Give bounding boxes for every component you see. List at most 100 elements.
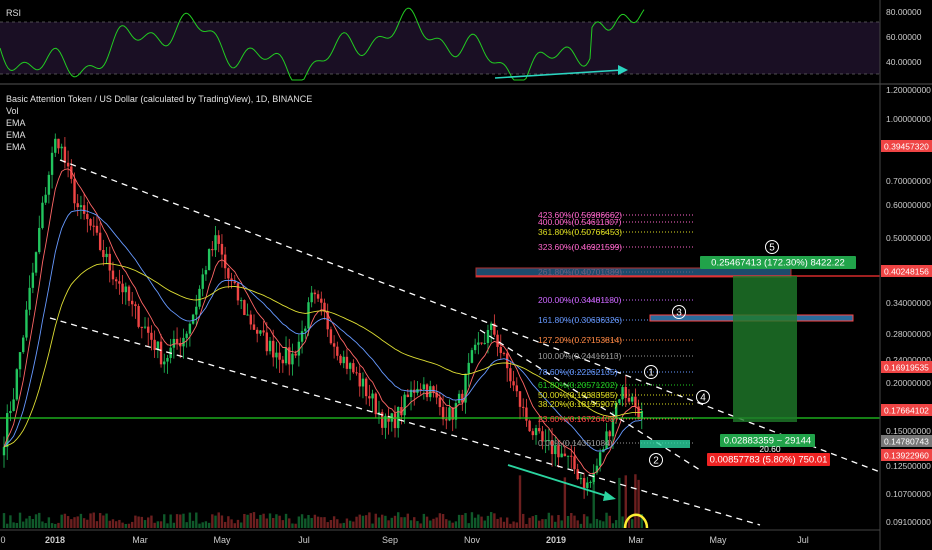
candle-body xyxy=(400,407,403,416)
candle-body xyxy=(63,146,67,163)
fib-label-14: 0.00%(0.14351084) xyxy=(538,438,613,448)
candle-body xyxy=(79,205,83,208)
volume-bar xyxy=(429,520,432,528)
candle-body xyxy=(60,146,63,149)
candle-body xyxy=(182,337,185,347)
candle-body xyxy=(320,298,323,303)
volume-bar xyxy=(387,520,390,528)
fib-label-3: 323.60%(0.46921599) xyxy=(538,242,622,252)
candle-body xyxy=(310,292,313,303)
volume-bar xyxy=(425,516,429,528)
candle-body xyxy=(377,412,381,415)
volume-bar xyxy=(630,519,634,528)
price-tick-2: 0.70000000 xyxy=(886,176,931,186)
volume-bar xyxy=(403,517,406,528)
volume-bar xyxy=(345,518,349,528)
volume-bar xyxy=(207,522,211,528)
candle-body xyxy=(2,446,6,456)
candle-body xyxy=(70,166,73,179)
candle-body xyxy=(297,341,301,356)
volume-bar xyxy=(489,512,493,528)
candle-body xyxy=(522,406,525,408)
volume-bar xyxy=(127,523,131,528)
x-tick-5: Sep xyxy=(382,535,398,545)
stop-box-label: 0.00857783 (5.80%) 750.01 xyxy=(710,455,828,466)
candle-body xyxy=(243,300,246,316)
volume-bar xyxy=(166,523,169,528)
volume-bar xyxy=(201,522,204,528)
candle-body xyxy=(544,440,547,442)
candle-body xyxy=(621,386,624,400)
volume-bar xyxy=(25,518,28,528)
price-tick-6: 0.34000000 xyxy=(886,298,931,308)
volume-bar xyxy=(397,512,400,528)
candle-body xyxy=(493,323,496,335)
fib-label-6: 161.80%(0.30636326) xyxy=(538,315,622,325)
volume-bar xyxy=(95,521,99,528)
x-tick-6: Nov xyxy=(464,535,481,545)
candle-body xyxy=(595,465,599,473)
volume-bar xyxy=(374,513,377,528)
volume-bar xyxy=(57,522,60,528)
volume-bar xyxy=(368,512,371,528)
volume-bar xyxy=(541,519,544,528)
volume-bar xyxy=(409,520,413,528)
volume-bar xyxy=(522,513,525,528)
candle-body xyxy=(281,359,285,364)
volume-bar xyxy=(92,512,95,528)
candle-body xyxy=(143,326,147,328)
candle-body xyxy=(345,356,349,369)
volume-bar xyxy=(605,512,608,528)
ema-line-3 xyxy=(3,263,642,448)
volume-bar xyxy=(384,515,387,528)
entry-box-label: 0.02883359 ~ 29144 xyxy=(724,436,811,447)
volume-bar xyxy=(323,517,326,528)
candle-body xyxy=(278,352,281,360)
volume-bar xyxy=(538,520,541,528)
volume-bar xyxy=(576,520,579,528)
volume-bar xyxy=(124,523,127,528)
volume-bar xyxy=(483,520,486,528)
candle-body xyxy=(422,384,426,390)
candle-body xyxy=(634,396,637,407)
target-box-label-bg xyxy=(700,256,856,269)
wave-label-2: 2 xyxy=(653,456,659,467)
candle-body xyxy=(371,393,374,399)
volume-bar xyxy=(76,516,79,528)
price-tick-11: 0.12500000 xyxy=(886,461,931,471)
rsi-tick-0: 80.00000 xyxy=(886,7,922,17)
volume-bar xyxy=(278,515,281,528)
price-tag-4: 0.14780743 xyxy=(884,437,929,447)
candle-body xyxy=(265,332,269,352)
wave-circle-3 xyxy=(672,305,686,319)
volume-bar xyxy=(159,521,163,528)
candle-body xyxy=(22,337,25,353)
price-tick-8: 0.24000000 xyxy=(886,355,931,365)
volume-bar xyxy=(355,516,358,528)
candle-body xyxy=(259,330,262,334)
candle-body xyxy=(198,288,201,307)
candle-body xyxy=(185,333,188,338)
candle-body xyxy=(618,399,621,403)
volume-bar xyxy=(227,516,230,528)
rsi-divergence-arrow xyxy=(618,65,628,75)
candle-body xyxy=(76,203,79,208)
volume-bar xyxy=(243,513,246,528)
candle-body xyxy=(586,482,589,488)
candle-body xyxy=(512,381,515,386)
volume-bar xyxy=(31,519,35,528)
price-arrow-line xyxy=(507,464,611,498)
volume-bar xyxy=(416,521,419,528)
volume-bar xyxy=(566,515,570,528)
candle-body xyxy=(534,428,538,436)
volume-bar xyxy=(156,521,160,528)
volume-bar xyxy=(272,518,275,528)
fib-label-1: 400.00%(0.54611307) xyxy=(538,217,622,227)
candle-body xyxy=(598,452,602,466)
volume-bar xyxy=(300,514,304,528)
volume-bar xyxy=(477,514,480,528)
candle-body xyxy=(640,411,643,420)
volume-bar xyxy=(438,513,442,528)
